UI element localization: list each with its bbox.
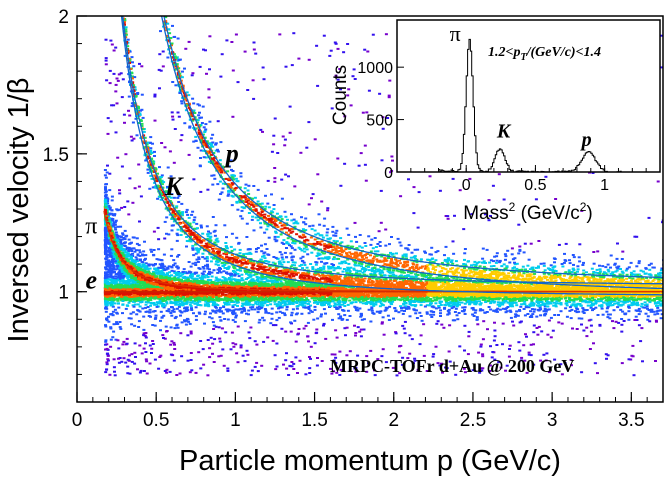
inset-histogram	[438, 38, 626, 173]
inset-x-tick-label: 0.5	[524, 177, 546, 194]
annotation-label: MRPC-TOFr d+Au @ 200 GeV	[330, 356, 574, 376]
y-axis: 11.52	[43, 7, 87, 403]
inset-peak-labels: π K p	[450, 21, 592, 151]
inset-y-tick-label: 0	[384, 165, 393, 182]
x-tick-label: 3	[547, 410, 558, 431]
inset-y-axis-title: Counts	[330, 65, 351, 125]
x-tick-label: 2	[388, 410, 399, 431]
x-tick-label: 1	[230, 410, 241, 431]
x-axis: 0 0.5 1 1.5 2 2.5 3 3.5	[72, 392, 648, 431]
y-tick-label: 1.5	[43, 145, 69, 166]
inset-peak-label-p: p	[580, 129, 592, 151]
inset-x-title-unit: (GeV/c	[515, 203, 579, 224]
curve-layer	[103, 16, 663, 296]
cut-label-start: 1.2<p	[488, 45, 520, 60]
band-curve-p	[160, 16, 663, 290]
inset-x-title-unit-sup: 2	[580, 200, 587, 214]
particle-label-pi: π	[85, 214, 97, 240]
inset-x-title-sup: 2	[509, 200, 516, 214]
particle-label-K: K	[164, 172, 184, 201]
x-tick-label: 0.5	[143, 410, 169, 431]
band-curve-K	[122, 16, 663, 285]
cut-label-end: /(GeV/c)<1.4	[526, 45, 601, 60]
x-tick-label: 0	[72, 410, 83, 431]
inset-y-tick-label: 1000	[357, 60, 393, 77]
band-curve-π	[103, 210, 663, 293]
band-curve-p	[163, 16, 663, 279]
inset-x-axis-title: Mass2 (GeV/c2)	[463, 200, 593, 224]
x-tick-label: 2.5	[460, 410, 486, 431]
inset-x-title-end: )	[586, 203, 592, 224]
cut-label-sub: T	[520, 52, 527, 63]
inset-x-tick-label: 0	[462, 177, 471, 194]
x-tick-label: 3.5	[618, 410, 644, 431]
inset-y-axis: 0 500 1000	[357, 60, 404, 182]
inset-histogram-line	[438, 38, 626, 173]
particle-label-p: p	[224, 139, 239, 168]
inset-background	[396, 19, 661, 173]
y-axis-title: Inversed velocity 1/β	[3, 78, 35, 343]
inset-x-axis: 0 0.5 1	[410, 165, 647, 194]
x-axis-title: Particle momentum p (GeV/c)	[179, 445, 561, 477]
inset-peak-label-pi: π	[450, 21, 461, 46]
band-curve-K	[120, 16, 663, 296]
y-tick-label: 1	[58, 283, 69, 304]
inset-x-tick-label: 1	[600, 177, 609, 194]
x-tick-label: 1.5	[301, 410, 327, 431]
inset-peak-label-K: K	[496, 121, 512, 143]
y-tick-label: 2	[58, 7, 69, 28]
particle-label-e: e	[85, 266, 97, 295]
particle-labels: πe Kp	[85, 139, 239, 295]
inset-cut-label: 1.2<pT/(GeV/c)<1.4	[488, 45, 601, 63]
inset-x-title-main: Mass	[463, 203, 508, 224]
inset-y-tick-label: 500	[366, 113, 393, 130]
